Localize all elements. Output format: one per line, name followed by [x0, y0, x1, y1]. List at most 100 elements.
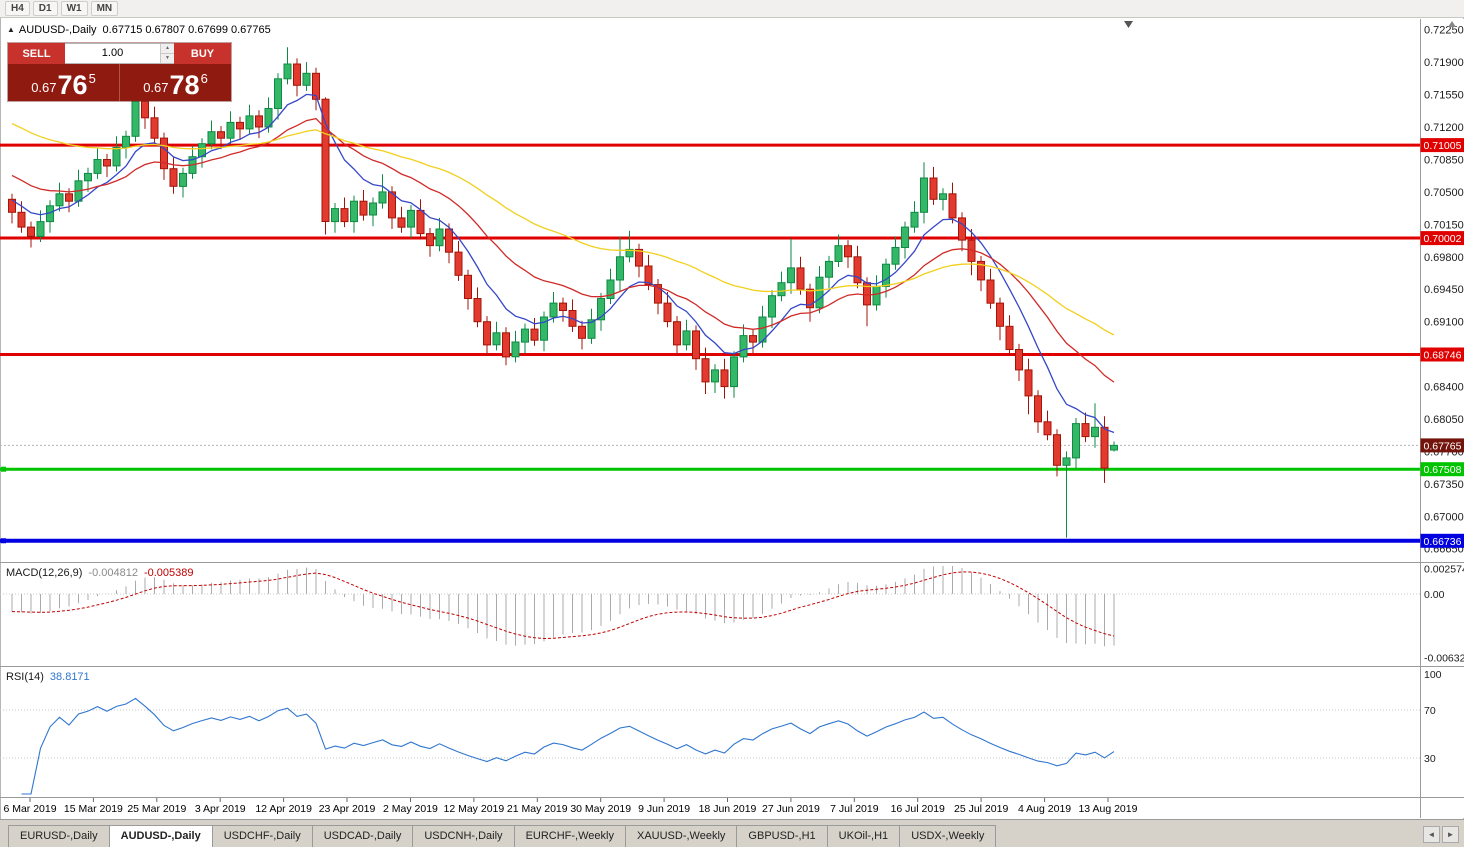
- candle: [1091, 403, 1099, 448]
- rsi-panel[interactable]: [0, 697, 1421, 795]
- price-axis-label: 0.69450: [1424, 284, 1464, 296]
- tab-usdcnh-daily[interactable]: USDCNH-,Daily: [412, 825, 515, 847]
- macd-panel[interactable]: [0, 566, 1421, 647]
- price-tag: 0.68746: [1420, 347, 1464, 362]
- candle: [179, 167, 187, 198]
- candle: [321, 97, 330, 235]
- candle: [378, 174, 387, 209]
- timeframe-h4[interactable]: H4: [5, 1, 30, 16]
- candle: [8, 193, 16, 224]
- panel-toggle-icon[interactable]: ▲: [7, 25, 15, 34]
- date-label: 18 Jun 2019: [699, 803, 757, 815]
- price-tag: 0.70002: [1420, 231, 1464, 246]
- candle: [644, 254, 653, 291]
- rsi-value: 38.8171: [49, 671, 90, 683]
- line-handle[interactable]: [1, 466, 6, 472]
- svg-text:0.66736: 0.66736: [1424, 536, 1462, 548]
- volume-down-button[interactable]: ▼: [161, 54, 174, 63]
- candle: [435, 217, 444, 252]
- candle: [929, 166, 938, 205]
- candle: [739, 324, 748, 363]
- tab-gbpusd-h1[interactable]: GBPUSD-,H1: [736, 825, 828, 847]
- candle: [834, 234, 843, 267]
- candle: [84, 167, 92, 192]
- tab-usdx-weekly[interactable]: USDX-,Weekly: [899, 825, 997, 847]
- date-label: 23 Apr 2019: [319, 803, 376, 815]
- candle: [673, 316, 681, 356]
- date-label: 4 Aug 2019: [1018, 803, 1071, 815]
- candle: [863, 277, 871, 327]
- sell-button[interactable]: SELL: [8, 43, 65, 64]
- candle: [711, 364, 719, 393]
- chart-ohlc-values: 0.67715 0.67807 0.67699 0.67765: [102, 24, 271, 36]
- candle: [540, 311, 548, 352]
- price-axis-label: 0.70850: [1424, 154, 1464, 166]
- timeframe-mn[interactable]: MN: [90, 1, 119, 16]
- price-axis[interactable]: [1420, 19, 1464, 818]
- moving-average-line: [11, 123, 1115, 336]
- candle: [1062, 451, 1071, 538]
- candle: [445, 223, 453, 264]
- tab-eurchf-weekly[interactable]: EURCHF-,Weekly: [513, 825, 626, 847]
- chart-shift-marker-icon[interactable]: [1124, 21, 1133, 28]
- volume-up-button[interactable]: ▲: [161, 44, 174, 54]
- tab-xauusd-weekly[interactable]: XAUUSD-,Weekly: [624, 825, 738, 847]
- scroll-up-icon[interactable]: [1448, 21, 1456, 27]
- tab-usdchf-daily[interactable]: USDCHF-,Daily: [211, 825, 313, 847]
- candle: [1015, 343, 1023, 381]
- candle: [511, 330, 520, 363]
- buy-price-pips: 78: [169, 70, 200, 100]
- sell-price-display[interactable]: 0.67 76 5: [8, 64, 119, 101]
- candle: [236, 116, 244, 140]
- macd-main-value: -0.004812: [88, 567, 138, 579]
- price-axis-label: 0.70150: [1424, 219, 1464, 231]
- candle: [141, 95, 149, 129]
- date-label: 12 Apr 2019: [255, 803, 312, 815]
- candle: [587, 308, 596, 344]
- candle: [407, 204, 415, 239]
- tab-usdcad-daily[interactable]: USDCAD-,Daily: [311, 825, 414, 847]
- chart-tab-bar: EURUSD-,Daily AUDUSD-,Daily USDCHF-,Daily U…: [0, 819, 1464, 847]
- candle: [55, 182, 64, 212]
- tab-eurusd-daily[interactable]: EURUSD-,Daily: [8, 825, 110, 847]
- buy-price-display[interactable]: 0.67 78 6: [120, 64, 231, 101]
- tab-scroll-right-button[interactable]: ►: [1442, 826, 1459, 843]
- timeframe-w1[interactable]: W1: [60, 1, 88, 16]
- candle: [492, 321, 501, 351]
- main-price-panel[interactable]: [0, 47, 1421, 544]
- candle: [150, 106, 159, 144]
- macd-axis-label: 0.002574: [1424, 563, 1464, 575]
- timeframe-d1[interactable]: D1: [32, 1, 58, 16]
- candle: [635, 243, 643, 278]
- time-axis[interactable]: 6 Mar 2019 15 Mar 2019 25 Mar 2019 3 Apr 20…: [3, 798, 1138, 815]
- candles-layer: [8, 47, 1118, 538]
- tab-scroll-left-button[interactable]: ◄: [1423, 826, 1440, 843]
- buy-button[interactable]: BUY: [174, 43, 231, 64]
- tab-ukoil-h1[interactable]: UKOil-,H1: [826, 825, 901, 847]
- buy-price-pipette: 6: [200, 71, 208, 86]
- candle: [939, 188, 947, 211]
- rsi-axis-label: 30: [1424, 753, 1436, 765]
- line-handle[interactable]: [1, 538, 6, 544]
- candle: [502, 327, 510, 366]
- price-tag: 0.67508: [1420, 462, 1464, 476]
- rsi-axis-label: 100: [1424, 669, 1442, 681]
- candle: [27, 221, 35, 248]
- date-label: 25 Mar 2019: [127, 803, 186, 815]
- date-label: 9 Jun 2019: [638, 803, 690, 815]
- candle: [891, 236, 900, 270]
- candle: [720, 358, 729, 399]
- sell-price-pips: 76: [57, 70, 88, 100]
- one-click-trading-panel: SELL 1.00 ▲ ▼ BUY 0.67 76 5 0.67 78 6: [8, 43, 231, 101]
- candle: [958, 212, 966, 252]
- candle: [122, 130, 130, 159]
- sell-price-pipette: 5: [88, 71, 96, 86]
- volume-input[interactable]: 1.00 ▲ ▼: [65, 43, 174, 64]
- candle: [283, 47, 292, 85]
- candle: [359, 190, 368, 221]
- candle: [350, 195, 358, 233]
- candle: [416, 199, 425, 240]
- macd-axis-label: 0.00: [1424, 589, 1445, 601]
- tab-audusd-daily[interactable]: AUDUSD-,Daily: [108, 825, 213, 847]
